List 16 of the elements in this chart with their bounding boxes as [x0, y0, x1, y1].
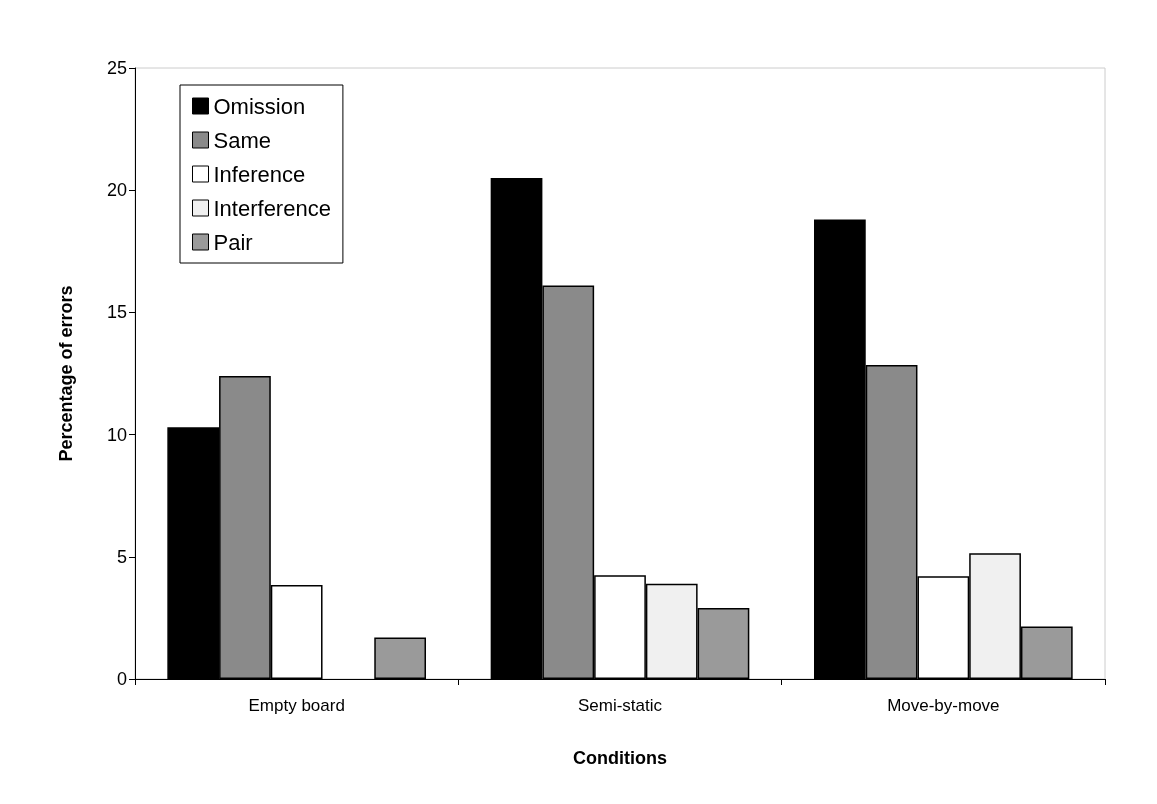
- x-tick-label: Semi-static: [577, 696, 663, 715]
- x-tick-label: Empty board: [248, 696, 345, 715]
- legend-label: Interference: [213, 195, 331, 221]
- y-tick-label: 10: [106, 424, 127, 445]
- y-tick-label: 20: [106, 180, 127, 201]
- y-tick-label: 0: [116, 669, 127, 689]
- legend-label: Inference: [213, 161, 306, 187]
- y-tick-label: 25: [106, 58, 127, 78]
- legend-label: Same: [213, 127, 271, 153]
- x-tick-label: Move-by-move: [887, 696, 1000, 715]
- y-tick-label: 15: [106, 302, 127, 323]
- legend-label: Pair: [213, 229, 253, 255]
- y-axis-title: Percentage of errors: [56, 285, 76, 462]
- x-axis-title: Conditions: [573, 748, 667, 768]
- legend-label: Omission: [213, 93, 306, 119]
- y-tick-label: 5: [116, 546, 127, 567]
